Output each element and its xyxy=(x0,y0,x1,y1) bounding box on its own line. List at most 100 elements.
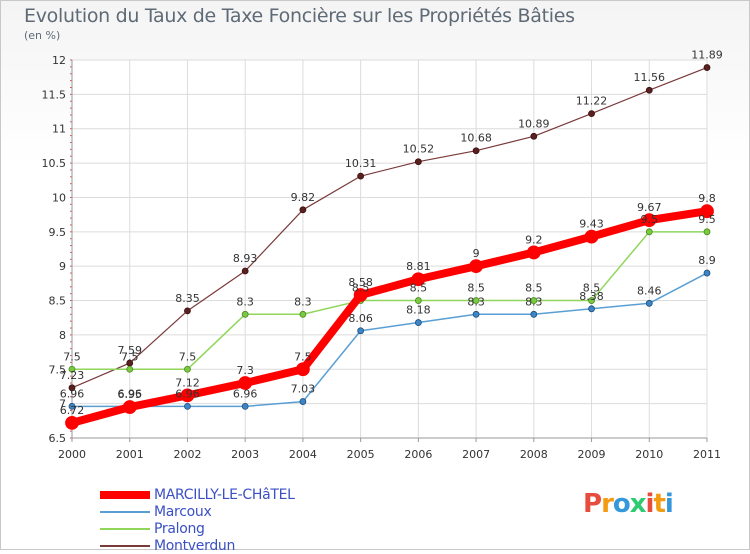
data-point xyxy=(703,269,711,277)
data-point xyxy=(299,310,307,318)
data-label: 8.18 xyxy=(406,304,431,317)
data-point xyxy=(530,297,538,304)
x-tick-label: 2011 xyxy=(693,448,721,461)
x-tick-label: 2007 xyxy=(462,448,490,461)
data-point xyxy=(299,206,307,214)
x-tick-label: 2004 xyxy=(289,448,317,461)
data-point xyxy=(184,365,191,373)
logo-letter: i xyxy=(645,489,655,519)
data-point xyxy=(126,365,134,373)
data-label: 10.52 xyxy=(403,143,435,156)
data-point xyxy=(299,398,307,405)
data-label: 9.5 xyxy=(698,213,716,226)
data-label: 8.3 xyxy=(236,295,254,308)
series-line xyxy=(71,231,708,371)
data-labels-1: 6.96 6.96 6.96 6.96 7.038.068.188.3 8.3 8.38 8.… xyxy=(60,254,716,400)
data-label: 7.59 xyxy=(117,344,142,357)
x-tick-label: 2009 xyxy=(578,448,606,461)
data-label: 7.5 xyxy=(179,350,197,363)
y-tick-label: 6.5 xyxy=(49,432,67,445)
data-label: 7.5 xyxy=(294,350,312,363)
data-label: 8.58 xyxy=(348,276,373,289)
data-label: 10.31 xyxy=(345,157,377,170)
data-point xyxy=(180,388,195,403)
data-point xyxy=(184,402,191,410)
x-tick-label: 2001 xyxy=(116,448,144,461)
series-line xyxy=(71,272,708,408)
data-point xyxy=(68,402,76,410)
data-label: 8.3 xyxy=(294,295,312,308)
legend-label: Montverdun xyxy=(154,537,236,554)
data-labels-2: 7.5 7.5 7.58.3 8.38.5 8.5 8.5 8.5 8.59.5 9.5 xyxy=(63,213,716,363)
data-label: 8.5 xyxy=(583,282,601,295)
y-tick-label: 8 xyxy=(59,329,66,342)
logo-letter: P xyxy=(583,489,602,519)
data-label: 10.89 xyxy=(518,117,550,130)
y-tick-label: 9.5 xyxy=(49,226,67,239)
y-tick-label: 7.5 xyxy=(49,363,67,376)
data-point xyxy=(411,272,426,287)
data-point xyxy=(642,213,657,228)
x-tick-label: 2010 xyxy=(635,448,663,461)
data-point xyxy=(357,172,365,180)
data-point xyxy=(700,204,714,219)
data-point xyxy=(588,305,595,313)
y-tick-label: 7 xyxy=(59,398,66,411)
y-tick-label: 11.5 xyxy=(42,88,67,101)
data-point xyxy=(65,415,79,430)
logo-letter: r xyxy=(601,489,614,519)
data-label: 8.06 xyxy=(348,312,373,325)
data-point xyxy=(703,64,711,71)
y-tick-label: 8.5 xyxy=(49,295,67,308)
data-label: 7.12 xyxy=(175,376,200,389)
data-label: 11.89 xyxy=(691,49,723,62)
data-label: 6.96 xyxy=(117,387,142,400)
data-point xyxy=(530,310,538,318)
data-label: 6.72 xyxy=(60,404,85,417)
data-label: 8.3 xyxy=(525,295,543,308)
plot-area xyxy=(72,60,707,438)
legend-label: Marcoux xyxy=(154,503,212,520)
data-point xyxy=(526,245,541,260)
data-label: 8.35 xyxy=(175,292,200,305)
data-point xyxy=(588,110,595,118)
data-point xyxy=(68,384,76,392)
data-point xyxy=(414,297,422,304)
x-tick-label: 2002 xyxy=(173,448,201,461)
data-point xyxy=(588,297,595,304)
x-tick-label: 2005 xyxy=(347,448,375,461)
data-label: 6.95 xyxy=(117,388,142,401)
data-point xyxy=(238,376,253,390)
data-label: 8.81 xyxy=(406,260,431,273)
data-label: 8.38 xyxy=(579,290,604,303)
data-label: 6.96 xyxy=(233,387,258,400)
legend-item: Pralong xyxy=(100,520,295,537)
data-point xyxy=(469,259,483,274)
data-label: 7.5 xyxy=(63,350,81,363)
legend-item: Montverdun xyxy=(100,537,295,554)
data-label: 7.5 xyxy=(121,350,139,363)
data-point xyxy=(530,132,538,140)
data-label: 8.3 xyxy=(467,295,485,308)
data-point xyxy=(645,86,653,94)
data-point xyxy=(703,228,711,236)
data-point xyxy=(414,319,422,326)
data-label: 11.56 xyxy=(634,71,666,84)
logo-letter: x xyxy=(629,489,647,519)
data-label: 9.67 xyxy=(637,201,662,214)
data-point xyxy=(184,307,191,315)
y-tick-label: 12 xyxy=(52,54,66,67)
data-point xyxy=(472,310,480,318)
data-point xyxy=(241,402,249,410)
data-label: 8.5 xyxy=(352,282,370,295)
data-point xyxy=(353,288,368,302)
data-label: 7.3 xyxy=(236,364,254,377)
data-label: 7.23 xyxy=(60,369,85,382)
y-tick-label: 9 xyxy=(59,260,66,273)
x-tick-label: 2000 xyxy=(58,448,86,461)
data-label: 9.8 xyxy=(698,192,716,205)
x-tick-label: 2006 xyxy=(404,448,432,461)
data-point xyxy=(472,147,480,155)
data-point xyxy=(584,229,599,244)
